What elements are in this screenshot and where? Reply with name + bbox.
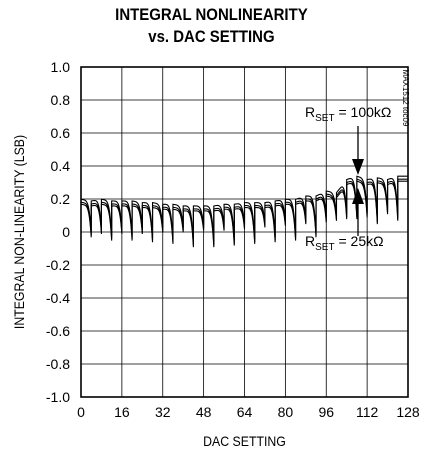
- y-tick-label: 0.8: [51, 92, 71, 108]
- arrow-up-head: [352, 188, 364, 204]
- y-tick-label: -1.0: [46, 389, 70, 405]
- y-tick-label: 0: [62, 224, 70, 240]
- plot-frame: [80, 66, 409, 398]
- x-tick-label: 80: [278, 404, 294, 420]
- y-tick-label: -0.4: [46, 290, 70, 306]
- x-tick-label: 16: [114, 404, 130, 420]
- annotation-rset-100k: RSET = 100kΩ: [305, 104, 391, 124]
- grid: [81, 67, 408, 397]
- chart-title: INTEGRAL NONLINEARITY vs. DAC SETTING: [25, 4, 397, 48]
- y-tick-label: -0.8: [46, 356, 70, 372]
- x-tick-label: 64: [237, 404, 253, 420]
- title-line-1: INTEGRAL NONLINEARITY: [115, 5, 308, 24]
- y-axis-label: INTEGRAL NON-LINEARITY (LSB): [11, 135, 27, 329]
- y-tick-labels: 1.0 0.8 0.6 0.4 0.2 0 -0.2 -0.4 -0.6 -0.8 -1.0: [46, 59, 70, 405]
- y-tick-label: 0.4: [51, 158, 71, 174]
- x-tick-label: 32: [155, 404, 171, 420]
- annotation-rset-100k-base: R: [305, 104, 315, 120]
- y-tick-label: -0.6: [46, 323, 70, 339]
- annotation-rset-100k-rest: = 100kΩ: [335, 104, 392, 120]
- annotation-rset-25k-rest: = 25kΩ: [335, 233, 384, 249]
- arrow-down-head: [352, 159, 364, 175]
- annotation-rset-25k-base: R: [305, 233, 315, 249]
- y-tick-label: 1.0: [51, 59, 71, 75]
- y-tick-label: 0.6: [51, 125, 71, 141]
- x-tick-label: 128: [396, 404, 420, 420]
- annotation-rset-25k: RSET = 25kΩ: [305, 233, 384, 253]
- data-curves: [80, 175, 408, 248]
- x-tick-labels: 0 16 32 48 64 80 96 112 128: [77, 404, 420, 420]
- x-tick-label: 0: [77, 404, 85, 420]
- annotation-rset-100k-sub: SET: [315, 113, 334, 124]
- ino-curve-0-2: [80, 180, 408, 248]
- x-tick-label: 96: [318, 404, 334, 420]
- y-tick-label: -0.2: [46, 257, 70, 273]
- x-tick-label: 48: [196, 404, 212, 420]
- y-tick-label: 0.2: [51, 191, 71, 207]
- watermark: MAX1512 toc09: [401, 70, 410, 127]
- title-line-2: vs. DAC SETTING: [148, 27, 275, 46]
- x-axis-label: DAC SETTING: [203, 433, 286, 449]
- x-tick-label: 112: [356, 404, 379, 420]
- annotation-rset-25k-sub: SET: [315, 242, 334, 253]
